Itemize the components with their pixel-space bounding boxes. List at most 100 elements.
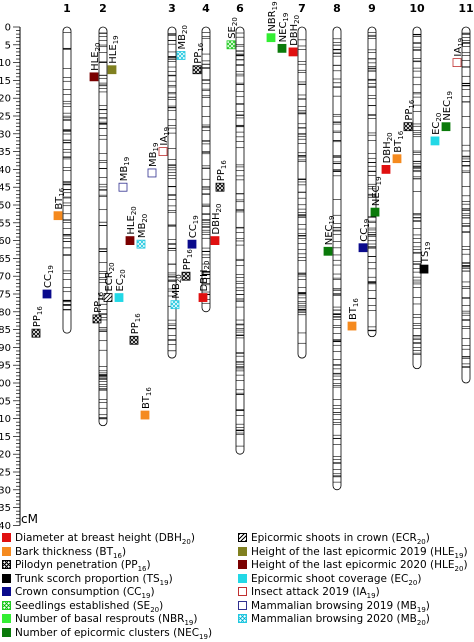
qtl-marker [347,321,357,331]
qtl-label: MB20 [171,274,183,298]
qtl-marker [419,264,429,274]
qtl-label: HLE20 [126,206,138,234]
legend-item: Seedlings established (SE20) [2,600,163,614]
legend-swatch [2,600,11,610]
qtl-bt16: BT16 [140,387,153,420]
axis-tick-label: 75 [0,290,11,301]
qtl-label: MB20 [137,214,149,238]
legend-item: Epicormic shoot coverage (EC20) [238,573,421,587]
qtl-label: MB20 [177,25,189,49]
axis-tick-label: 20 [0,94,11,105]
qtl-hle19: HLE19 [107,35,120,75]
axis-tick-label: 90 [0,343,11,354]
axis-tick-label: 135 [0,503,11,514]
qtl-marker [323,246,333,256]
qtl-marker [181,271,191,281]
qtl-label: PP16 [193,42,205,64]
qtl-nec19: NEC19 [441,91,454,132]
legend-text: Epicormic shoot coverage (EC20) [251,572,422,587]
axis-tick-label: 85 [0,325,11,336]
legend-text: Number of basal resprouts (NBR19) [15,613,198,628]
qtl-cc19: CC19 [358,219,371,253]
legend-swatch [238,600,247,610]
qtl-marker [129,335,139,345]
qtl-label: PP16 [404,99,416,121]
qtl-label: NEC19 [371,176,383,206]
chromosome-bar [167,26,177,359]
qtl-ia19: IA19 [452,38,465,67]
chromosome-3: 3 [167,2,177,359]
legend-item: Diameter at breast height (DBH20) [2,532,195,546]
qtl-label: NEC19 [324,216,336,246]
qtl-pp16: PP16 [192,42,205,75]
chromosome-label: 9 [368,2,376,15]
legend-text: Pilodyn penetration (PP16) [15,559,151,574]
legend-swatch [2,573,11,583]
chromosome-bar [235,26,245,455]
qtl-marker [125,236,135,246]
qtl-nbr19: NBR19 [266,1,279,43]
chromosome-label: 7 [298,2,306,15]
qtl-marker [288,47,298,57]
chromosome-7: 7 [297,2,307,359]
legend-text: Mammalian browsing 2019 (MB19) [251,599,430,614]
legend-item: Number of epicormic clusters (NEC19) [2,627,212,641]
qtl-bt16: BT16 [347,298,360,331]
qtl-dbh20: DBH20 [381,132,394,174]
qtl-marker [158,147,168,157]
qtl-label: BT16 [348,298,360,320]
qtl-label: IA19 [453,38,465,57]
qtl-se20: SE20 [226,17,239,50]
legend-swatch [238,533,247,542]
legend-text: Height of the last epicormic 2019 (HLE19… [251,545,468,560]
chromosome-bar [201,26,211,313]
chromosome-label: 3 [168,2,176,15]
chromosome-bar [98,26,108,427]
qtl-label: PP16 [182,249,194,271]
qtl-label: BT16 [54,187,66,209]
legend-text: Insect attack 2019 (IA19) [251,586,380,601]
axis-tick-label: 35 [0,147,11,158]
legend-text: Bark thickness (BT16) [15,545,127,560]
qtl-marker [136,239,146,249]
chromosome-label: 8 [333,2,341,15]
qtl-marker [392,154,402,164]
qtl-label: EC20 [431,113,443,135]
qtl-marker [107,65,117,75]
qtl-marker [403,122,413,132]
qtl-label: DBH20 [199,261,211,292]
legend-text: Mammalian browsing 2020 (MB20) [251,613,430,628]
qtl-label: NBR19 [267,1,279,31]
legend-swatch [238,560,247,569]
qtl-label: BT16 [393,130,405,152]
chromosome-label: 10 [409,2,425,15]
legend-item: Epicormic shoots in crown (ECR20) [238,532,430,546]
chromosome-bar [62,26,72,334]
chromosome-6: 6 [235,2,245,455]
axis-tick-label: 105 [0,396,11,407]
chromosome-2: 2 [98,2,108,427]
qtl-marker [441,122,451,132]
qtl-hle20: HLE20 [125,206,138,246]
qtl-marker [215,182,225,192]
axis-tick-label: 5 [5,40,11,51]
axis-tick-label: 45 [0,183,11,194]
legend-item: Height of the last epicormic 2020 (HLE20… [238,559,468,573]
chromosome-10: 10 [409,2,425,370]
qtl-marker [42,289,52,299]
qtl-bt16: BT16 [53,187,66,221]
qtl-label: CC19 [188,215,200,238]
qtl-label: PP16 [32,306,44,328]
qtl-cc19: CC19 [42,265,55,299]
legend-swatch [2,560,11,569]
qtl-ts19: TS19 [419,242,432,274]
linkage-map: 0 5 10 15 20 25 30 35 40 45 50 55 60 65 70 75 80 85 90 95 10… [0,1,474,531]
legend-swatch [238,573,247,583]
axis-tick-label: 60 [0,236,11,247]
qtl-marker [176,51,186,60]
axis-tick-label: 15 [0,76,11,87]
cm-axis: 0 5 10 15 20 25 30 35 40 45 50 55 60 65 70 75 80 85 90 95 10… [0,23,38,531]
qtl-marker [118,182,128,192]
chromosome-9: 9 [367,2,377,338]
chromosome-4: 4 [201,2,211,313]
